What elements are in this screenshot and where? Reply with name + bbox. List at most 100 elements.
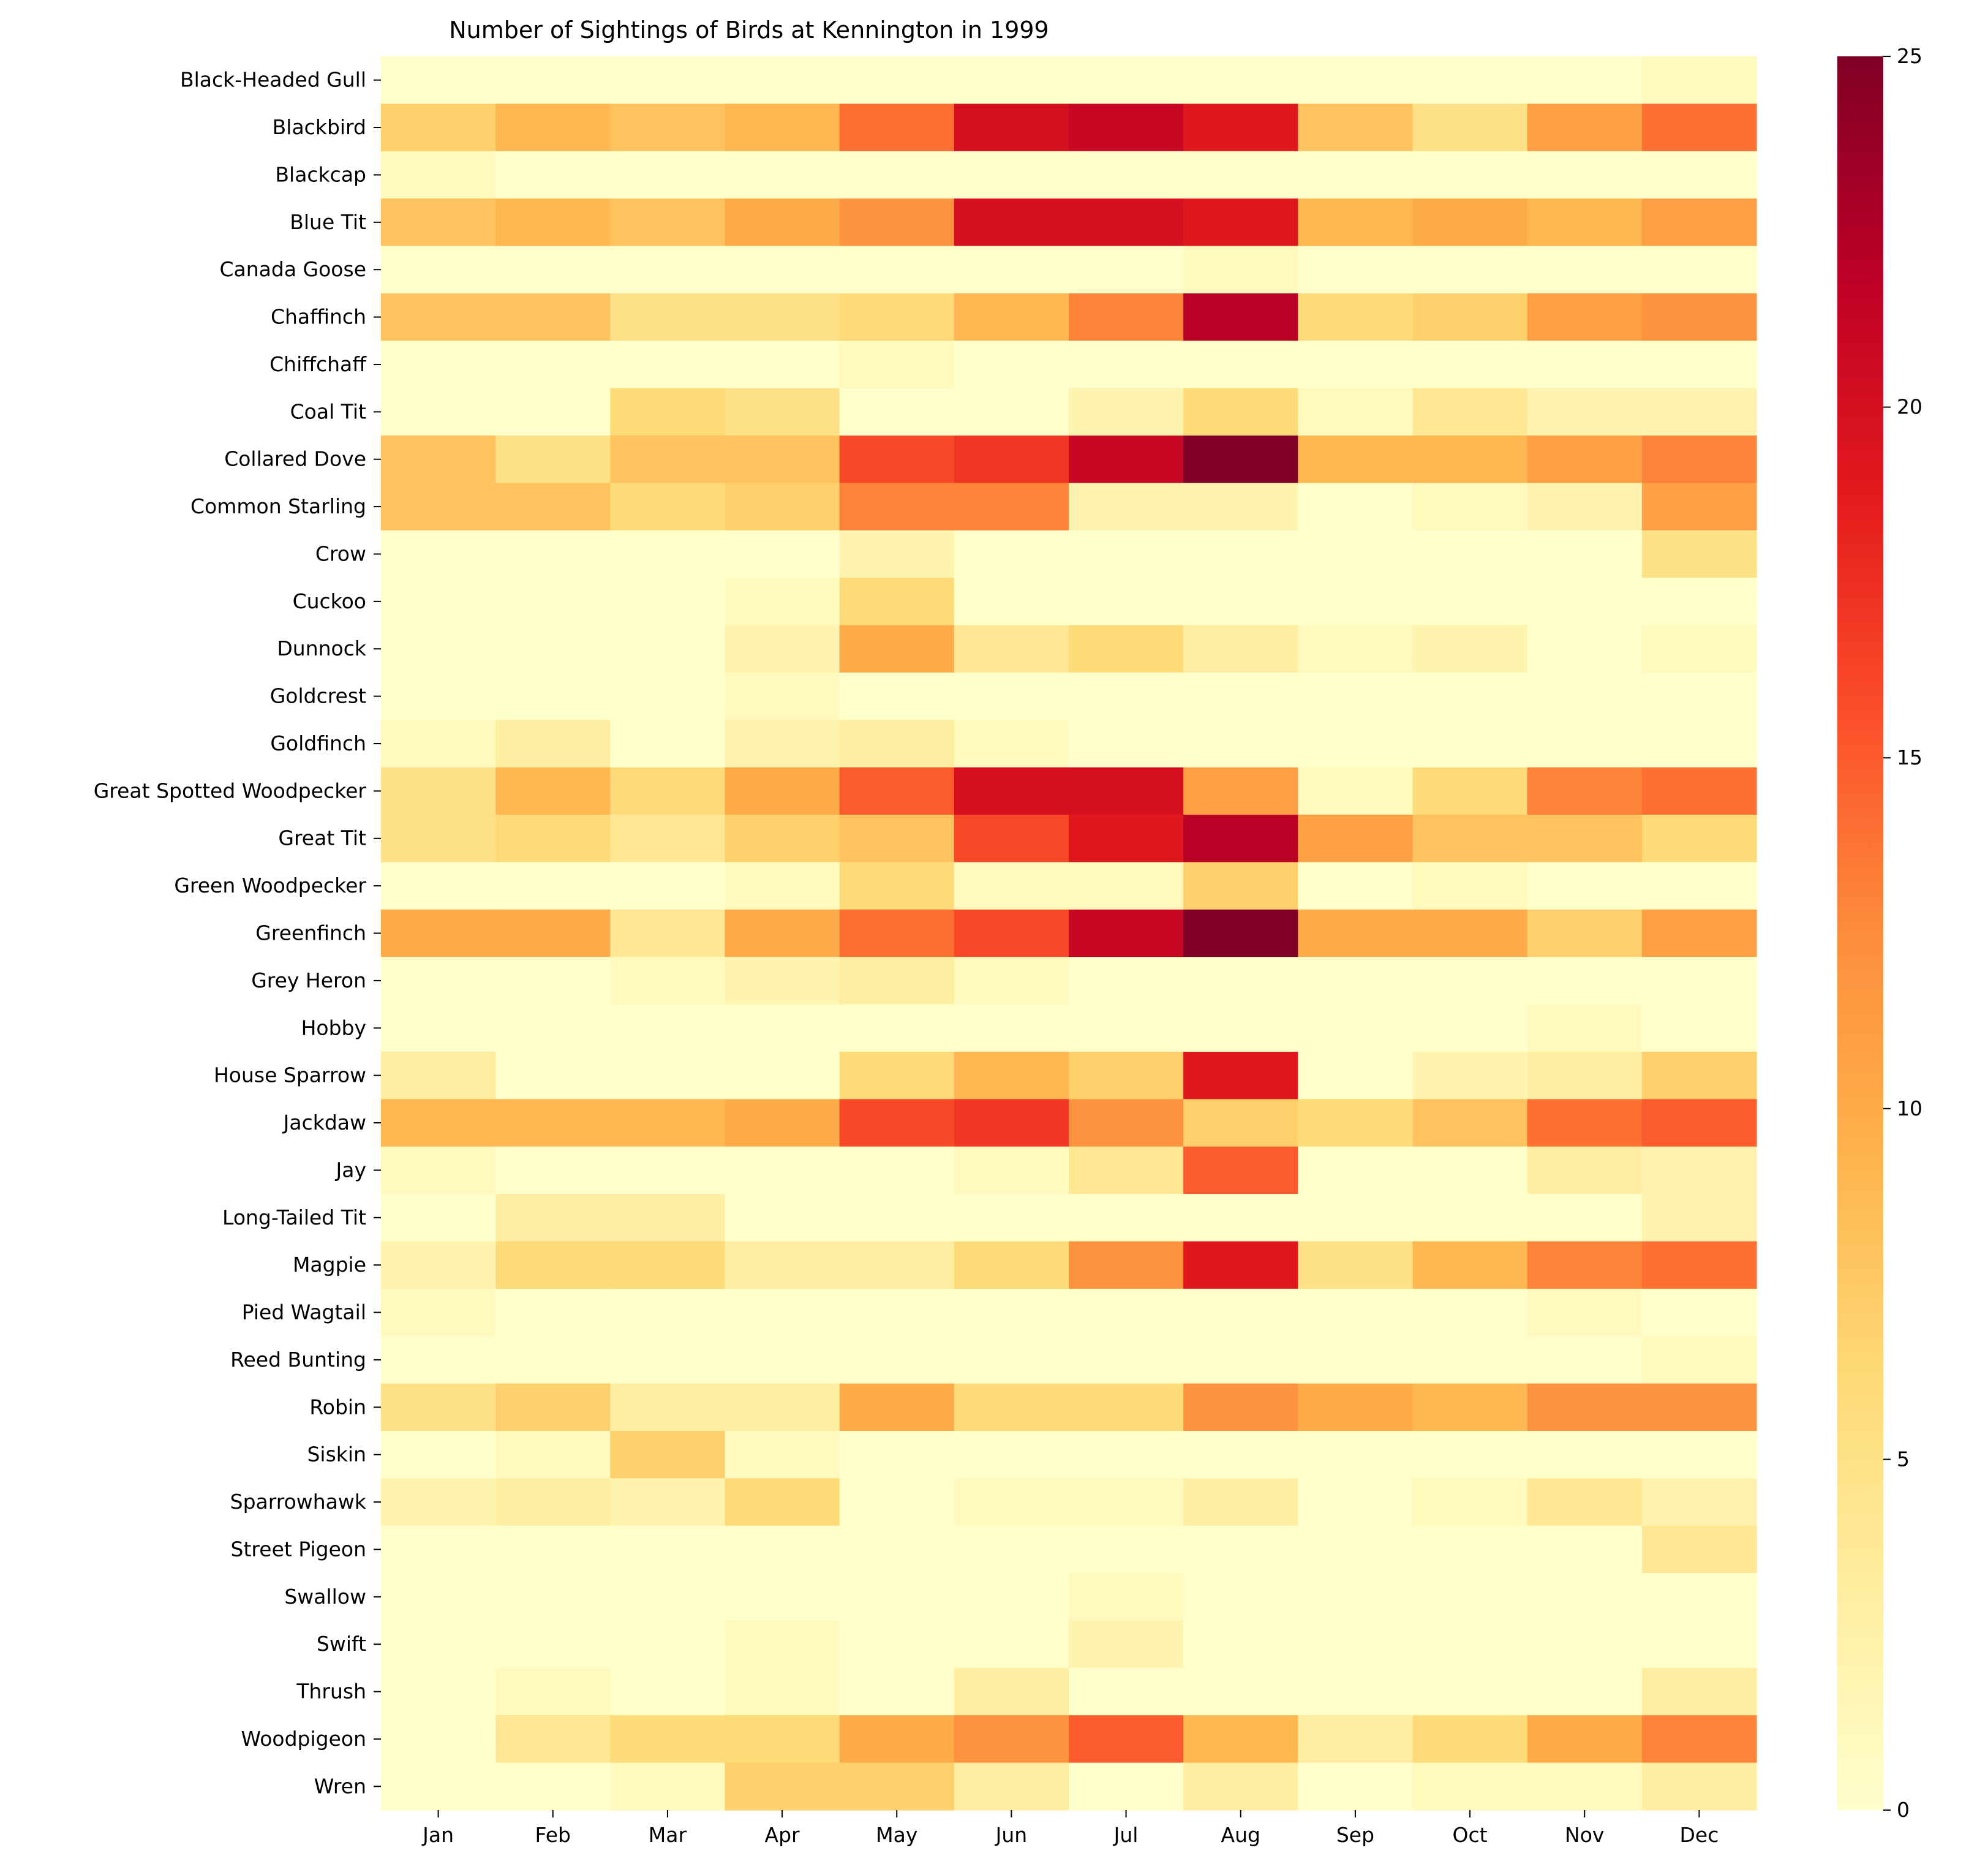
heatmap-cell xyxy=(1641,1430,1757,1479)
heatmap-cell xyxy=(954,293,1069,341)
heatmap-cell xyxy=(1069,1288,1184,1337)
heatmap-cell xyxy=(610,672,726,720)
heatmap-cell xyxy=(1183,720,1298,768)
heatmap-cell xyxy=(1298,1051,1414,1100)
heatmap-cell xyxy=(725,1525,840,1574)
heatmap-cell xyxy=(839,1525,955,1574)
heatmap-cell xyxy=(495,1383,611,1432)
heatmap-cell xyxy=(381,1762,496,1811)
y-tick-label: Robin xyxy=(309,1395,366,1419)
y-tick-label: Wren xyxy=(314,1774,366,1798)
heatmap-cell xyxy=(495,1715,611,1764)
heatmap-cell xyxy=(381,246,496,294)
heatmap-cell xyxy=(1527,578,1643,626)
heatmap-cell xyxy=(1412,388,1528,436)
heatmap-cell xyxy=(1412,1525,1528,1574)
heatmap-cell xyxy=(1069,1620,1184,1669)
heatmap-cell xyxy=(1527,909,1643,957)
heatmap-cell xyxy=(381,720,496,768)
heatmap-cell xyxy=(839,151,955,199)
heatmap-cell xyxy=(725,909,840,957)
heatmap-cell xyxy=(1069,56,1184,104)
heatmap-cell xyxy=(1069,1525,1184,1574)
y-tick-label: Chiffchaff xyxy=(269,352,367,376)
heatmap-cell xyxy=(495,1573,611,1621)
heatmap-cell xyxy=(725,1099,840,1147)
heatmap-cell xyxy=(1069,815,1184,863)
heatmap-cell xyxy=(1183,815,1298,863)
heatmap-cell xyxy=(725,1288,840,1337)
heatmap-cell xyxy=(1527,625,1643,673)
heatmap-cell xyxy=(610,909,726,957)
heatmap-cell xyxy=(839,388,955,436)
heatmap-cell xyxy=(495,1241,611,1289)
chart-title: Number of Sightings of Birds at Kenningt… xyxy=(449,17,1049,43)
heatmap-cell xyxy=(1183,1478,1298,1526)
heatmap-cell xyxy=(1641,1288,1757,1337)
heatmap-cell xyxy=(1069,1573,1184,1621)
heatmap-cell xyxy=(954,151,1069,199)
heatmap-cell xyxy=(954,1146,1069,1194)
heatmap-cell xyxy=(1412,246,1528,294)
heatmap-cell xyxy=(1527,388,1643,436)
heatmap-cell xyxy=(1298,957,1414,1005)
heatmap-cell xyxy=(1412,1004,1528,1052)
heatmap-cell xyxy=(1412,56,1528,104)
heatmap-cell xyxy=(1527,1573,1643,1621)
heatmap-cell xyxy=(610,151,726,199)
heatmap-cell xyxy=(1183,862,1298,910)
heatmap-cell xyxy=(1412,578,1528,626)
heatmap-cell xyxy=(725,1383,840,1432)
heatmap-cell xyxy=(610,104,726,152)
y-tick-label: Great Tit xyxy=(278,826,366,850)
heatmap-cell xyxy=(1527,56,1643,104)
heatmap-cell xyxy=(839,1762,955,1811)
heatmap-cell xyxy=(1069,720,1184,768)
heatmap-cell xyxy=(1527,1478,1643,1526)
heatmap-cell xyxy=(1183,530,1298,578)
heatmap-cell xyxy=(839,672,955,720)
heatmap-cell xyxy=(1641,1762,1757,1811)
heatmap-cell xyxy=(1298,1667,1414,1716)
heatmap-cell xyxy=(495,1525,611,1574)
heatmap-cell xyxy=(1069,104,1184,152)
heatmap-cell xyxy=(381,293,496,341)
heatmap-cell xyxy=(1069,1194,1184,1242)
y-tick-label: Blue Tit xyxy=(290,210,366,234)
heatmap-cell xyxy=(954,56,1069,104)
heatmap-cell xyxy=(610,1573,726,1621)
heatmap-cell xyxy=(495,341,611,389)
heatmap-cell xyxy=(839,104,955,152)
heatmap-cell xyxy=(839,1620,955,1669)
heatmap-cell xyxy=(381,1715,496,1764)
heatmap-cell xyxy=(725,293,840,341)
heatmap-cell xyxy=(1412,436,1528,484)
heatmap-cell xyxy=(725,104,840,152)
heatmap-cell xyxy=(1527,198,1643,247)
heatmap-cell xyxy=(1298,1336,1414,1384)
heatmap-cell xyxy=(1298,815,1414,863)
heatmap-cell xyxy=(954,1194,1069,1242)
heatmap-cell xyxy=(1298,198,1414,247)
x-tick-label: Aug xyxy=(1221,1823,1260,1847)
heatmap-cell xyxy=(725,1194,840,1242)
y-tick-label: Dunnock xyxy=(277,636,366,660)
colorbar-tick-label: 20 xyxy=(1897,395,1922,419)
heatmap-cell xyxy=(381,1194,496,1242)
heatmap-cell xyxy=(1183,1667,1298,1716)
heatmap-cell xyxy=(1527,246,1643,294)
heatmap-cell xyxy=(725,483,840,531)
heatmap-cell xyxy=(1527,957,1643,1005)
y-tick-label: Black-Headed Gull xyxy=(180,68,366,92)
heatmap-cell xyxy=(1069,483,1184,531)
heatmap-cell xyxy=(725,1478,840,1526)
heatmap-cell xyxy=(725,341,840,389)
heatmap-cell xyxy=(1527,483,1643,531)
heatmap-cell xyxy=(1183,1383,1298,1432)
heatmap-cell xyxy=(1412,815,1528,863)
heatmap-cell xyxy=(1183,293,1298,341)
heatmap-cell xyxy=(381,388,496,436)
heatmap-cell xyxy=(725,672,840,720)
heatmap-cell xyxy=(725,1051,840,1100)
heatmap-cell xyxy=(610,56,726,104)
